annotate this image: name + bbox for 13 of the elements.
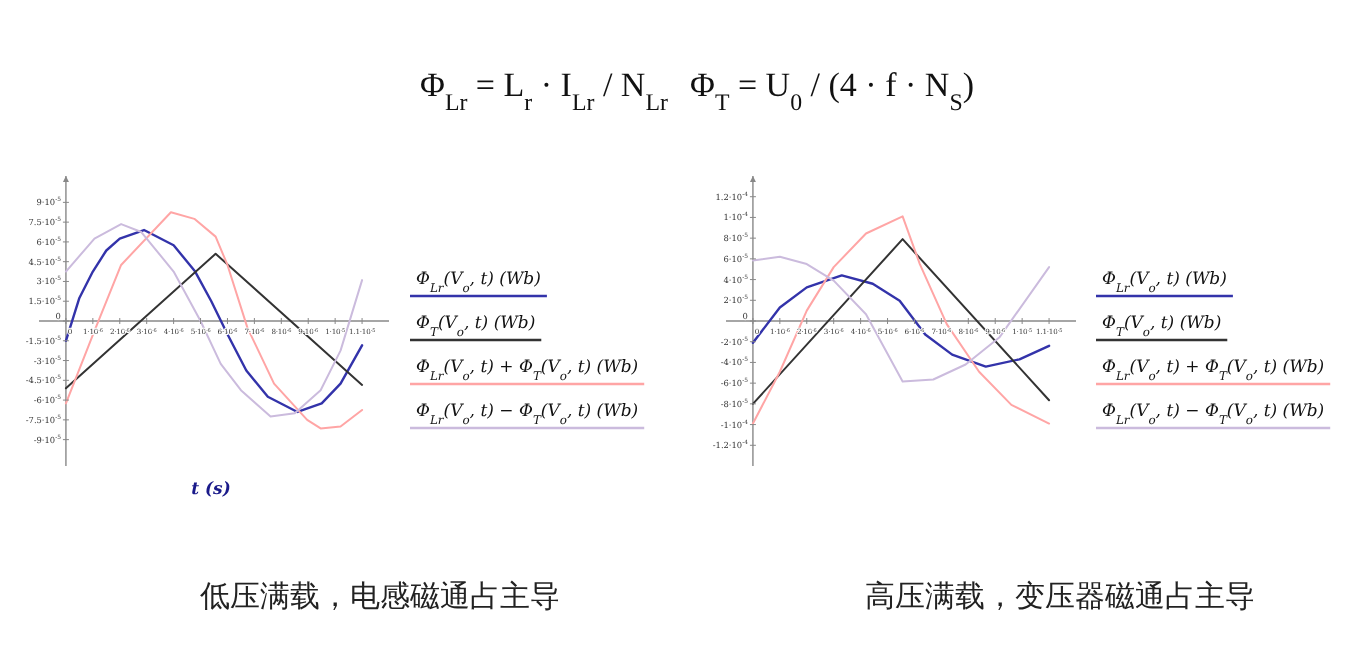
text: Φ$_{Lr}$(V$_{o}$, t) (Wb) xyxy=(416,270,541,295)
text: Φ$_{T}$(V$_{o}$, t) (Wb) xyxy=(416,314,536,339)
text: Φ$_{Lr}$(V$_{o}$, t) + Φ$_{T}$(V$_{o}$, t) (Wb) xyxy=(416,358,639,383)
text: 高压满载，变压器磁通占主导 xyxy=(865,578,1255,614)
text: Φ$_{Lr}$(V$_{o}$, t) + Φ$_{T}$(V$_{o}$, t) (Wb) xyxy=(1102,358,1325,383)
x-axis-title: t (s) xyxy=(191,480,231,500)
text: Φ$_{T}$ = U$_{0}$ / (4 · f · N$_{S}$) xyxy=(690,66,974,116)
text: Φ$_{Lr}$ = L$_{r}$ · I$_{Lr}$ / N$_{Lr}$ xyxy=(420,66,668,116)
text: 低压满载，电感磁通占主导 xyxy=(200,578,560,614)
text: Φ$_{Lr}$(V$_{o}$, t) − Φ$_{T}$(V$_{o}$, t) (Wb) xyxy=(416,402,639,427)
text: Φ$_{Lr}$(V$_{o}$, t) (Wb) xyxy=(1102,270,1227,295)
text: Φ$_{T}$(V$_{o}$, t) (Wb) xyxy=(1102,314,1222,339)
text: Φ$_{Lr}$(V$_{o}$, t) − Φ$_{T}$(V$_{o}$, t) (Wb) xyxy=(1102,402,1325,427)
